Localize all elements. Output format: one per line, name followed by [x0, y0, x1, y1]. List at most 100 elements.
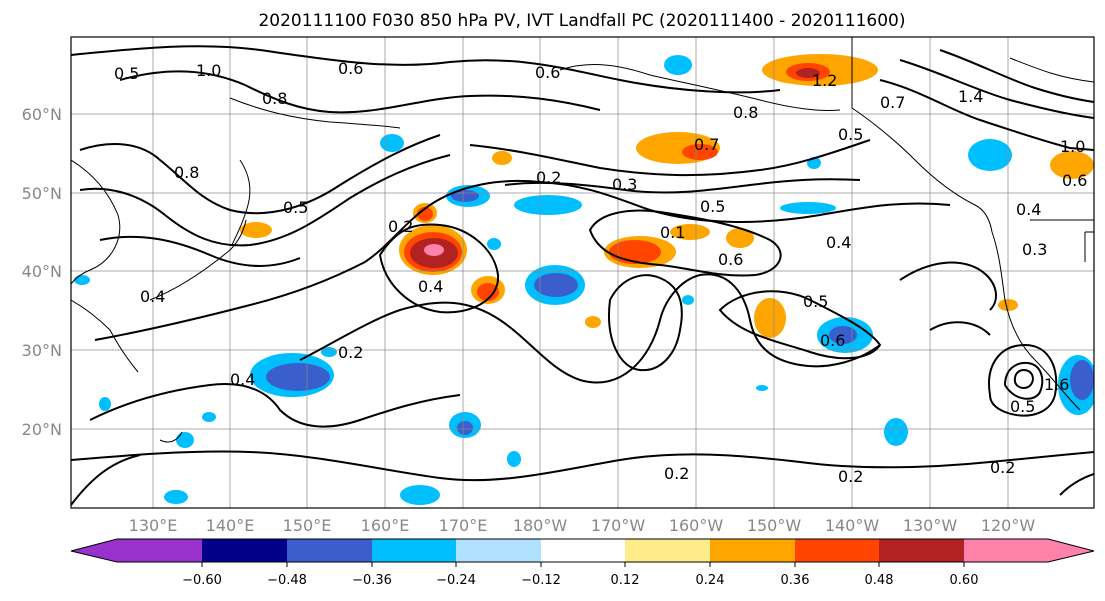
contour-label: 0.2: [838, 467, 863, 486]
pv-patch: [829, 326, 857, 344]
pv-shading: [74, 54, 1094, 505]
pv-patch: [682, 295, 694, 305]
contour-label: 1.2: [812, 71, 837, 90]
contour-label: 0.4: [230, 370, 255, 389]
lon-label: 140°E: [206, 516, 255, 535]
colorbar-outline: [70, 538, 1095, 563]
pv-patch: [585, 316, 601, 328]
contour-label: 1.0: [196, 61, 221, 80]
contour-label: 0.3: [612, 175, 637, 194]
pv-patch: [670, 224, 710, 240]
longitude-labels: 130°E 140°E 150°E 160°E 170°E 180°W 170°…: [129, 516, 1036, 535]
colorbar-tick-label: 0.24: [696, 573, 725, 588]
colorbar-bin: [625, 539, 710, 562]
colorbar-bin: [117, 539, 202, 562]
colorbar-bin: [202, 539, 287, 562]
contour-label: 0.6: [718, 250, 743, 269]
contour-label: 0.6: [1062, 171, 1087, 190]
colorbar-bin: [795, 539, 879, 562]
pv-patch: [240, 222, 272, 238]
contour-label: 0.4: [140, 287, 165, 306]
pv-patch: [682, 144, 718, 160]
colorbar-tick-label: −0.24: [436, 573, 476, 588]
pv-patch: [487, 238, 501, 250]
contour-label: 0.7: [880, 93, 905, 112]
lon-label: 170°W: [591, 516, 646, 535]
map-gridlines: [71, 37, 1094, 508]
pv-patch: [514, 195, 582, 215]
pv-patch: [477, 283, 499, 301]
pv-patch: [1050, 151, 1094, 179]
contour-label: 0.6: [535, 63, 560, 82]
pv-patch: [780, 202, 836, 214]
contour-label: 0.7: [694, 135, 719, 154]
pv-patch: [380, 134, 404, 152]
contour-label: 0.4: [1016, 200, 1041, 219]
lon-label: 170°E: [439, 516, 488, 535]
colorbar-tick-label: −0.60: [182, 573, 222, 588]
contour-label: 0.2: [536, 168, 561, 187]
colorbar-bin: [710, 539, 795, 562]
colorbar-tick-label: −0.48: [267, 573, 307, 588]
pv-patch: [400, 485, 440, 505]
pv-patch: [202, 412, 216, 422]
colorbar-tick-label: 0.48: [865, 573, 894, 588]
lon-label: 160°W: [669, 516, 724, 535]
latitude-labels: 60°N 50°N 40°N 30°N 20°N: [22, 105, 62, 439]
contour-label: 0.6: [338, 59, 363, 78]
colorbar-tick-label: −0.12: [521, 573, 561, 588]
colorbar-tick-label: 0.60: [950, 573, 979, 588]
map-panel: 1.0 0.5 0.6 0.6 1.2 0.8 0.7 1.4 0.8 0.5 …: [70, 36, 1095, 509]
colorbar-tick-label: −0.36: [352, 573, 392, 588]
colorbar-bin: [287, 539, 372, 562]
lat-label: 60°N: [22, 105, 62, 124]
pv-patch: [968, 139, 1012, 171]
pv-patch: [417, 207, 433, 221]
contour-label: 1.0: [1060, 137, 1085, 156]
pv-patch: [507, 451, 521, 467]
contour-label: 0.2: [990, 458, 1015, 477]
contour-label: 0.5: [838, 125, 863, 144]
contour-label: 0.4: [826, 233, 851, 252]
pv-patch: [884, 418, 908, 446]
map-frame: [70, 36, 1095, 509]
pv-patch: [457, 421, 473, 435]
contour-label: 0.2: [664, 464, 689, 483]
lat-label: 30°N: [22, 341, 62, 360]
pv-patch: [664, 55, 692, 75]
colorbar-bin: [879, 539, 964, 562]
pv-contours: [71, 45, 1094, 506]
contour-label: 0.4: [418, 277, 443, 296]
contour-label: 0.2: [338, 343, 363, 362]
colorbar-bin: [964, 539, 1048, 562]
contour-label: 0.3: [1022, 240, 1047, 259]
colorbar-tick-label: 0.12: [611, 573, 640, 588]
coastlines: [71, 37, 1094, 443]
lon-label: 160°E: [361, 516, 410, 535]
contour-label: 1.6: [1044, 375, 1069, 394]
lon-label: 150°E: [283, 516, 332, 535]
contour-label: 0.5: [114, 64, 139, 83]
lat-label: 40°N: [22, 262, 62, 281]
pv-patch: [609, 240, 661, 264]
contour-labels: 1.0 0.5 0.6 0.6 1.2 0.8 0.7 1.4 0.8 0.5 …: [114, 59, 1087, 486]
lon-label: 130°E: [129, 516, 178, 535]
contour-label: 0.5: [283, 198, 308, 217]
contour-label: 0.6: [820, 331, 845, 350]
lat-label: 50°N: [22, 184, 62, 203]
contour-label: 1.4: [958, 87, 983, 106]
contour-label: 0.5: [700, 197, 725, 216]
lon-label: 130°W: [903, 516, 958, 535]
contour-label: 0.5: [803, 292, 828, 311]
map-title: 2020111100 F030 850 hPa PV, IVT Landfall…: [258, 11, 905, 31]
colorbar: −0.60 −0.48 −0.36 −0.24 −0.12 0.12 0.24 …: [70, 538, 1095, 588]
pv-patch: [74, 275, 90, 285]
pv-patch: [266, 363, 330, 391]
pv-patch: [164, 490, 188, 504]
pv-patch: [796, 68, 820, 78]
colorbar-tick-label: 0.36: [781, 573, 810, 588]
contour-label: 0.1: [660, 223, 685, 242]
colorbar-max-extension: [1048, 539, 1094, 562]
pv-patch: [492, 151, 512, 165]
